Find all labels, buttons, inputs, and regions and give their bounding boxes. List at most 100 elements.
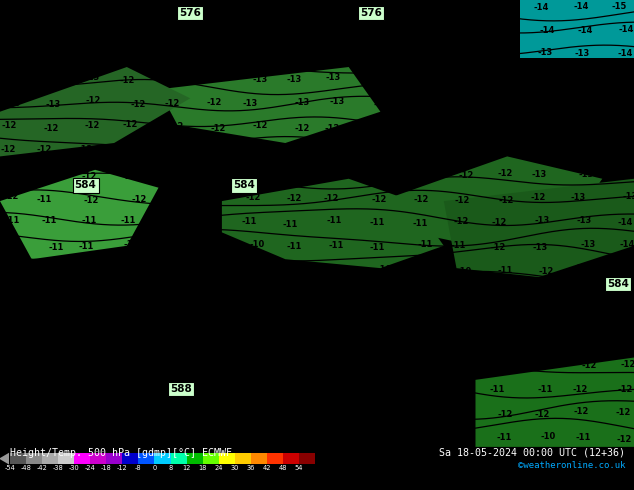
Text: -12: -12 [493, 121, 508, 130]
Text: -10: -10 [169, 433, 184, 441]
Bar [42, 453, 58, 464]
Text: -12: -12 [122, 172, 137, 181]
Text: -11: -11 [576, 433, 591, 442]
Text: -11: -11 [78, 363, 93, 371]
Text: -14: -14 [496, 3, 512, 12]
Text: -13: -13 [533, 243, 548, 251]
Text: -13: -13 [417, 49, 432, 58]
Text: -15: -15 [612, 2, 627, 11]
Text: -10: -10 [48, 431, 63, 441]
Text: -13: -13 [415, 97, 430, 105]
Text: -11: -11 [120, 216, 136, 225]
Bar [107, 453, 122, 464]
Text: -14: -14 [619, 240, 634, 249]
Text: -10: -10 [418, 316, 433, 324]
Text: -12: -12 [372, 196, 387, 204]
Text: -12: -12 [375, 146, 390, 155]
Text: -12: -12 [7, 172, 22, 181]
Text: -14: -14 [540, 26, 555, 35]
Text: -14: -14 [39, 2, 55, 11]
Text: -11: -11 [369, 218, 384, 227]
Text: -12: -12 [167, 49, 183, 58]
Text: -11: -11 [578, 340, 593, 349]
Text: -10: -10 [209, 267, 224, 276]
Text: -12: -12 [454, 217, 469, 226]
Text: -12: -12 [491, 218, 507, 227]
Text: -13: -13 [120, 49, 135, 57]
Text: -11: -11 [287, 243, 302, 251]
Text: -12: -12 [498, 169, 513, 177]
Text: -54: -54 [4, 465, 15, 470]
Bar [203, 453, 219, 464]
Text: -13: -13 [581, 122, 597, 131]
Text: -10: -10 [209, 359, 224, 368]
Text: -12: -12 [377, 171, 392, 179]
Text: -11: -11 [41, 312, 56, 321]
Text: -14: -14 [372, 2, 387, 11]
Text: -13: -13 [285, 49, 300, 58]
Text: -10: -10 [83, 337, 98, 346]
Text: -12: -12 [457, 363, 472, 372]
Text: -12: -12 [529, 122, 544, 131]
Text: -13: -13 [211, 74, 226, 83]
Text: -12: -12 [4, 192, 19, 201]
Text: -24: -24 [85, 465, 96, 470]
Polygon shape [0, 170, 158, 259]
Polygon shape [476, 358, 634, 447]
Text: -12: -12 [498, 410, 513, 418]
Text: -12: -12 [131, 100, 146, 109]
Text: -13: -13 [534, 216, 550, 225]
Text: -11: -11 [330, 265, 346, 274]
Text: -14: -14 [413, 26, 429, 35]
Text: -13: -13 [446, 72, 462, 81]
Text: -13: -13 [46, 51, 61, 60]
Text: -13: -13 [252, 74, 268, 84]
Text: -14: -14 [573, 1, 588, 11]
Text: -13: -13 [326, 73, 341, 82]
Text: -11: -11 [451, 241, 466, 250]
Text: -13: -13 [614, 144, 629, 153]
Text: -14: -14 [578, 26, 593, 35]
Text: -12: -12 [370, 122, 385, 131]
Text: -11: -11 [332, 339, 347, 348]
Text: -11: -11 [167, 386, 183, 395]
Bar [251, 453, 267, 464]
Text: 54: 54 [295, 465, 303, 470]
Text: -12: -12 [78, 145, 93, 154]
Text: 584: 584 [607, 279, 629, 289]
Text: Sa 18-05-2024 00:00 UTC (12+36): Sa 18-05-2024 00:00 UTC (12+36) [439, 448, 625, 458]
Text: -11: -11 [413, 388, 429, 396]
Text: -12: -12 [164, 195, 179, 204]
Text: -13: -13 [575, 144, 590, 153]
Text: -12: -12 [286, 195, 301, 203]
Text: -12: -12 [620, 339, 634, 348]
Text: -10: -10 [128, 433, 143, 442]
Text: -30: -30 [69, 465, 80, 470]
Text: -10: -10 [327, 315, 342, 324]
Text: -11: -11 [570, 312, 585, 321]
Bar [90, 453, 107, 464]
Text: -10: -10 [456, 267, 472, 276]
Text: -12: -12 [621, 360, 634, 369]
Text: 576: 576 [179, 8, 201, 19]
Text: -14: -14 [456, 1, 471, 11]
Text: -13: -13 [619, 98, 634, 107]
Text: -14: -14 [618, 25, 634, 34]
Bar [122, 453, 138, 464]
Text: 36: 36 [247, 465, 255, 470]
Text: Height/Temp. 500 hPa [gdmp][°C] ECMWF: Height/Temp. 500 hPa [gdmp][°C] ECMWF [10, 448, 232, 458]
Text: -12: -12 [164, 74, 179, 82]
Text: -12: -12 [0, 145, 16, 154]
Text: -14: -14 [413, 74, 428, 83]
Text: -12: -12 [169, 122, 184, 131]
Text: -11: -11 [48, 243, 63, 252]
Text: -10: -10 [160, 340, 175, 349]
Text: -12: -12 [499, 362, 514, 370]
Text: -10: -10 [370, 315, 385, 324]
Text: -12: -12 [245, 168, 261, 177]
Text: -12: -12 [212, 172, 227, 181]
Text: -11: -11 [450, 337, 465, 346]
Text: -12: -12 [245, 193, 261, 202]
Text: -10: -10 [42, 288, 58, 297]
Text: -13: -13 [372, 50, 387, 60]
